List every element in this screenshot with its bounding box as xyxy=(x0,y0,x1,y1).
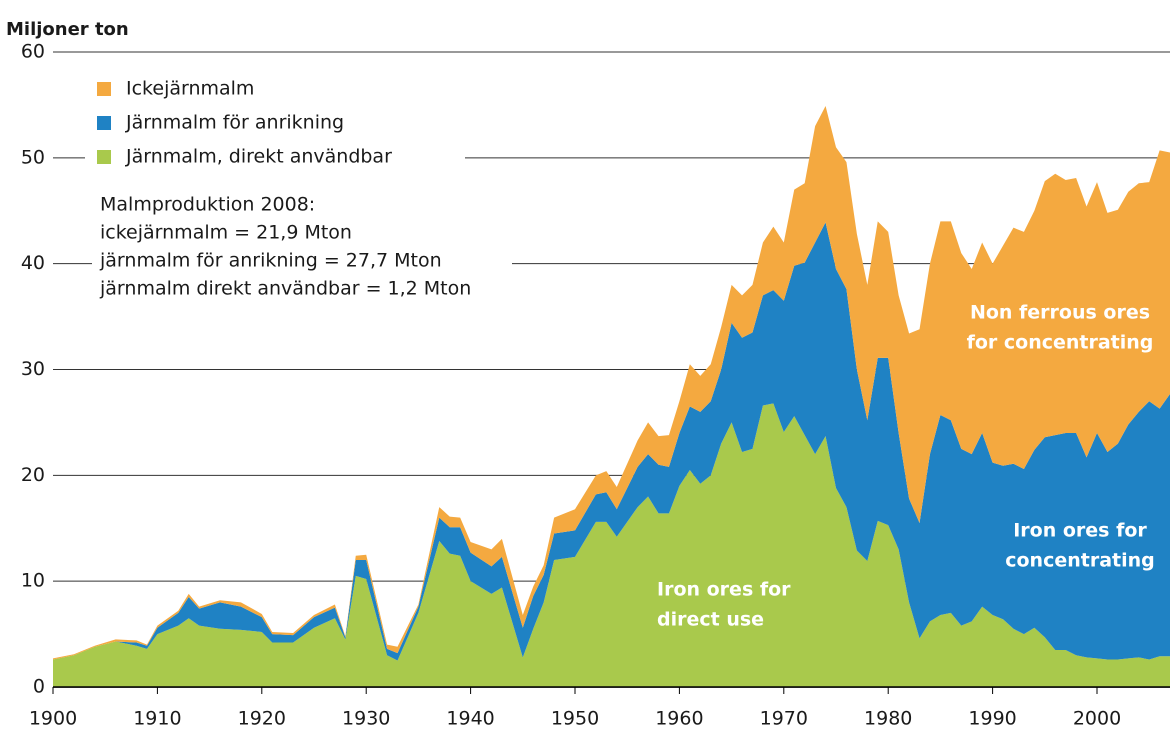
x-tick-label: 2000 xyxy=(1073,708,1121,730)
legend-label: Järnmalm för anrikning xyxy=(125,112,344,134)
y-tick-label: 0 xyxy=(33,676,45,698)
legend-label: Ickejärnmalm xyxy=(126,78,254,100)
y-tick-label: 40 xyxy=(21,252,45,274)
x-tick-label: 1960 xyxy=(655,708,703,730)
x-tick-label: 1940 xyxy=(446,708,494,730)
area-label: Iron ores for xyxy=(1013,520,1147,542)
area-label: direct use xyxy=(657,609,764,631)
area-label: concentrating xyxy=(1005,550,1155,572)
legend-swatch xyxy=(97,82,111,96)
annotation: Malmproduktion 2008: xyxy=(100,194,315,216)
y-tick-label: 30 xyxy=(21,358,45,380)
annotation: järnmalm för anrikning = 27,7 Mton xyxy=(99,250,442,272)
legend-label: Järnmalm, direkt användbar xyxy=(125,146,392,168)
area-label: Non ferrous ores xyxy=(970,302,1150,324)
x-tick-label: 1910 xyxy=(133,708,181,730)
x-tick-label: 1950 xyxy=(551,708,599,730)
y-tick-label: 20 xyxy=(21,464,45,486)
axis-title: Miljoner ton xyxy=(6,19,129,40)
legend-bg xyxy=(85,72,465,172)
x-tick-label: 1930 xyxy=(342,708,390,730)
annotation: järnmalm direkt användbar = 1,2 Mton xyxy=(99,278,471,300)
area-label: for concentrating xyxy=(967,332,1154,354)
legend-swatch xyxy=(97,116,111,130)
x-tick-label: 1920 xyxy=(238,708,286,730)
x-tick-label: 1970 xyxy=(760,708,808,730)
area xyxy=(53,222,1170,661)
annotation: ickejärnmalm = 21,9 Mton xyxy=(100,222,352,244)
area xyxy=(53,105,1170,660)
y-tick-label: 60 xyxy=(21,41,45,63)
area-label: Iron ores for xyxy=(657,579,791,601)
legend-swatch xyxy=(97,150,111,164)
x-tick-label: 1900 xyxy=(29,708,77,730)
annotation-bg xyxy=(92,185,512,305)
y-tick-label: 10 xyxy=(21,570,45,592)
x-tick-label: 1990 xyxy=(968,708,1016,730)
area xyxy=(53,403,1170,687)
y-tick-label: 50 xyxy=(21,146,45,168)
x-tick-label: 1980 xyxy=(864,708,912,730)
